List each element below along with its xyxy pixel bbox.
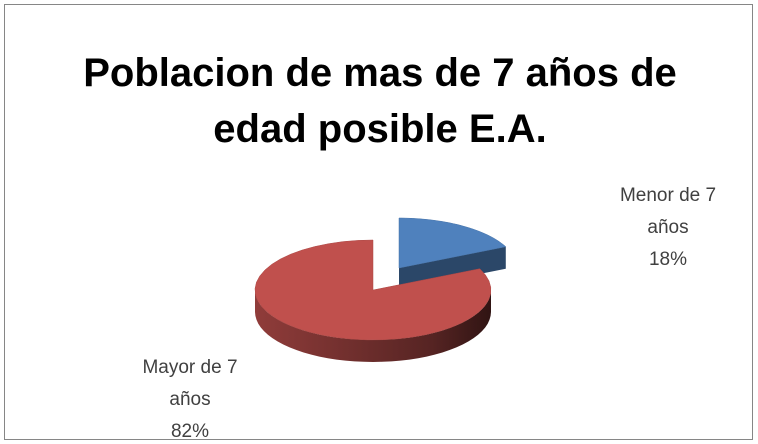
- chart-border: [4, 4, 753, 440]
- label-name: Mayor de 7 años: [142, 357, 238, 410]
- pie: [254, 217, 507, 362]
- title-box: Poblacion de mas de 7 años de edad posib…: [83, 51, 677, 151]
- label-value: 18%: [648, 249, 688, 270]
- slice-top: [254, 239, 492, 341]
- label-name: Menor de 7 años: [619, 185, 717, 238]
- data-label: Menor de 7 años 18%: [598, 180, 738, 276]
- data-label-box: Mayor de 7 años 82%: [120, 352, 260, 444]
- slice-cut-face: [399, 246, 506, 290]
- label-value: 82%: [170, 421, 210, 442]
- slice-side: [255, 290, 491, 362]
- data-label-box: Menor de 7 años 18%: [598, 180, 738, 276]
- data-label: Mayor de 7 años 82%: [120, 352, 260, 444]
- slice-top: [398, 217, 507, 269]
- chart-title: Poblacion de mas de 7 años de edad posib…: [83, 51, 677, 151]
